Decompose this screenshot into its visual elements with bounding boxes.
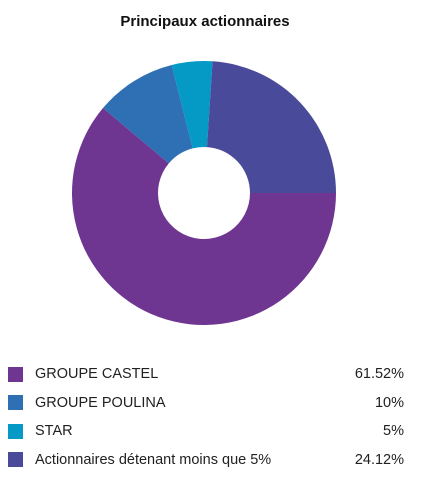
legend-value: 5% <box>383 423 404 440</box>
legend-value: 24.12% <box>354 451 404 468</box>
donut-chart <box>71 61 336 326</box>
donut-slice-3[interactable] <box>206 61 336 193</box>
legend-label: Actionnaires détenant moins que 5% <box>35 451 272 468</box>
legend-value: 61.52% <box>354 366 404 383</box>
donut-slice-1[interactable] <box>102 65 193 164</box>
legend: GROUPE CASTEL 61.52% GROUPE POULINA 10% STAR… <box>8 360 404 474</box>
legend-item[interactable]: GROUPE POULINA 10% <box>8 389 404 418</box>
legend-swatch <box>8 395 23 411</box>
legend-swatch <box>8 423 23 439</box>
legend-swatch <box>8 452 23 468</box>
chart-title: Principaux actionnaires <box>120 13 290 30</box>
legend-label: GROUPE CASTEL <box>35 366 159 383</box>
legend-item[interactable]: GROUPE CASTEL 61.52% <box>8 360 404 389</box>
donut-slice-2[interactable] <box>171 61 213 149</box>
legend-label: STAR <box>35 423 73 440</box>
legend-label: GROUPE POULINA <box>35 394 166 411</box>
legend-item[interactable]: Actionnaires détenant moins que 5% 24.12% <box>8 446 404 475</box>
donut-slice-0[interactable] <box>71 108 336 326</box>
legend-value: 10% <box>374 394 404 411</box>
legend-swatch <box>8 366 23 382</box>
legend-item[interactable]: STAR 5% <box>8 417 404 446</box>
